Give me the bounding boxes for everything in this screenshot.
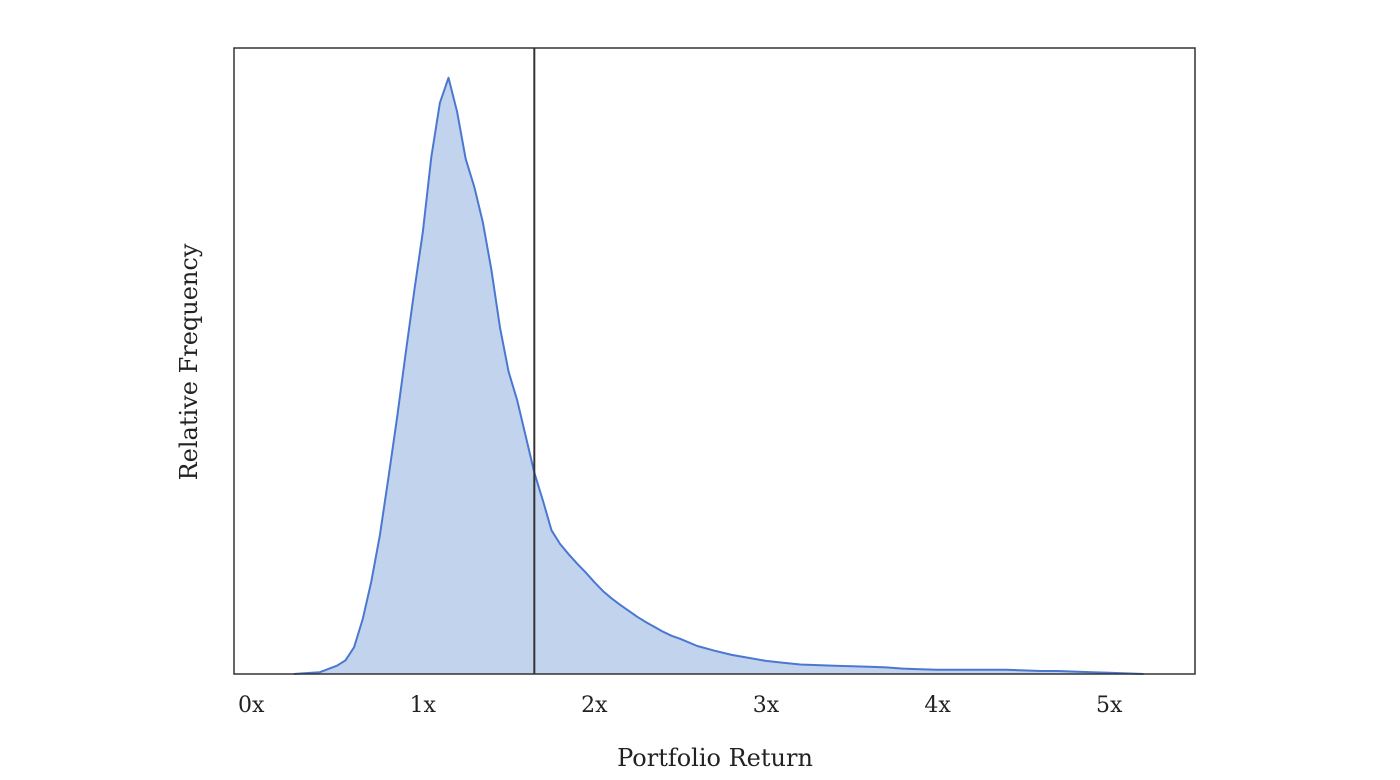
x-tick-label: 0x <box>238 693 265 718</box>
x-tick-label: 2x <box>581 693 608 718</box>
plot-area <box>233 47 1196 675</box>
x-tick-label: 4x <box>924 693 951 718</box>
density-curve <box>294 76 1144 675</box>
x-tick-label: 1x <box>410 693 437 718</box>
x-tick-label: 3x <box>753 693 780 718</box>
x-tick-label: 5x <box>1096 693 1123 718</box>
y-axis-title: Relative Frequency <box>175 243 203 480</box>
x-axis-title: Portfolio Return <box>617 744 813 772</box>
density-area <box>294 77 1144 675</box>
plot-frame <box>233 47 1196 675</box>
x-axis-ticks: 0x 1x 2x 3x 4x 5x <box>238 693 1123 718</box>
